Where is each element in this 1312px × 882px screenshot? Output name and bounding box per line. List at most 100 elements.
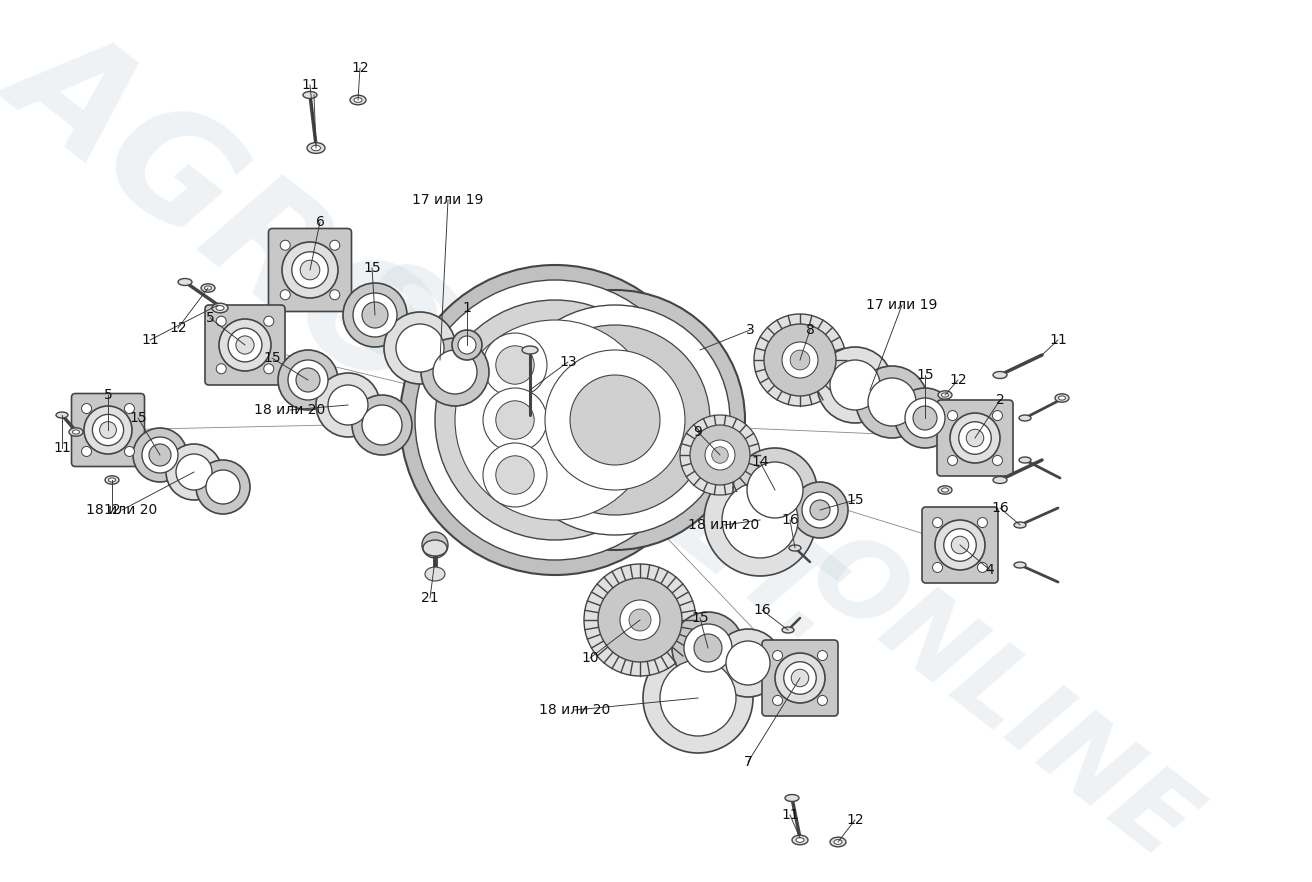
Text: 18 или 20: 18 или 20 [87, 503, 157, 517]
Ellipse shape [942, 488, 949, 492]
Ellipse shape [711, 447, 728, 463]
Ellipse shape [400, 265, 710, 575]
Ellipse shape [1019, 457, 1031, 463]
Text: AGRO-: AGRO- [0, 0, 516, 460]
Ellipse shape [791, 669, 808, 687]
Ellipse shape [483, 388, 547, 452]
Ellipse shape [307, 143, 325, 153]
Text: 15: 15 [691, 611, 708, 625]
Ellipse shape [352, 395, 412, 455]
Ellipse shape [690, 425, 750, 485]
Ellipse shape [1019, 415, 1031, 421]
Ellipse shape [316, 373, 380, 437]
Ellipse shape [213, 303, 228, 313]
Ellipse shape [855, 366, 928, 438]
Ellipse shape [796, 838, 804, 842]
FancyBboxPatch shape [762, 640, 838, 716]
Polygon shape [425, 280, 635, 560]
Ellipse shape [216, 317, 226, 326]
Ellipse shape [201, 284, 215, 292]
Ellipse shape [789, 545, 802, 551]
Ellipse shape [236, 336, 255, 354]
Ellipse shape [869, 378, 916, 426]
Ellipse shape [291, 251, 328, 288]
Ellipse shape [935, 520, 985, 570]
Text: 15: 15 [363, 261, 380, 275]
Ellipse shape [72, 430, 80, 434]
Ellipse shape [485, 290, 745, 550]
Text: 12: 12 [949, 373, 967, 387]
Text: 9: 9 [694, 425, 702, 439]
Ellipse shape [455, 320, 655, 520]
Ellipse shape [281, 240, 290, 250]
Ellipse shape [483, 333, 547, 397]
Ellipse shape [993, 371, 1008, 378]
Ellipse shape [817, 347, 893, 423]
Text: 18 или 20: 18 или 20 [255, 403, 325, 417]
Text: 17 или 19: 17 или 19 [412, 193, 484, 207]
Text: 5: 5 [104, 388, 113, 402]
Ellipse shape [959, 422, 992, 454]
Text: ONLINE: ONLINE [787, 518, 1212, 882]
Ellipse shape [167, 444, 222, 500]
Ellipse shape [421, 338, 489, 406]
Ellipse shape [496, 346, 534, 385]
Ellipse shape [354, 98, 362, 102]
Ellipse shape [483, 443, 547, 507]
Ellipse shape [950, 413, 1000, 463]
Ellipse shape [584, 564, 695, 676]
Text: 5: 5 [206, 311, 214, 325]
Ellipse shape [544, 350, 685, 490]
Ellipse shape [933, 563, 942, 572]
Ellipse shape [522, 346, 538, 354]
Ellipse shape [206, 470, 240, 504]
Ellipse shape [943, 528, 976, 561]
Text: 16: 16 [991, 501, 1009, 515]
Ellipse shape [938, 391, 953, 400]
Ellipse shape [125, 404, 134, 414]
Text: 11: 11 [52, 441, 71, 455]
FancyBboxPatch shape [71, 393, 144, 467]
Ellipse shape [680, 415, 760, 495]
Ellipse shape [205, 286, 211, 290]
Ellipse shape [70, 428, 83, 437]
Ellipse shape [362, 405, 401, 445]
Text: 8: 8 [806, 323, 815, 337]
Ellipse shape [453, 330, 482, 360]
Text: 15: 15 [846, 493, 863, 507]
Ellipse shape [289, 360, 328, 400]
Ellipse shape [142, 437, 178, 473]
Text: GET.: GET. [573, 407, 867, 672]
Ellipse shape [216, 305, 224, 310]
Ellipse shape [792, 482, 848, 538]
Text: 12: 12 [352, 61, 369, 75]
Text: 11: 11 [142, 333, 159, 347]
Ellipse shape [895, 388, 955, 448]
Ellipse shape [733, 448, 817, 532]
Ellipse shape [1014, 562, 1026, 568]
Text: 15: 15 [916, 368, 934, 382]
Ellipse shape [362, 302, 388, 328]
FancyBboxPatch shape [205, 305, 285, 385]
Ellipse shape [966, 430, 984, 447]
Ellipse shape [672, 612, 744, 684]
Ellipse shape [178, 279, 192, 286]
Ellipse shape [415, 280, 695, 560]
Text: 16: 16 [753, 603, 771, 617]
Text: 12: 12 [104, 503, 121, 517]
Ellipse shape [425, 567, 445, 581]
Ellipse shape [764, 324, 836, 396]
Ellipse shape [311, 146, 320, 151]
Ellipse shape [782, 342, 817, 378]
Ellipse shape [992, 455, 1002, 466]
Ellipse shape [353, 293, 398, 337]
Ellipse shape [913, 406, 937, 430]
Text: 11: 11 [781, 808, 799, 822]
Ellipse shape [938, 486, 953, 494]
Ellipse shape [1059, 396, 1065, 400]
Ellipse shape [278, 350, 338, 410]
Ellipse shape [281, 290, 290, 300]
Ellipse shape [754, 314, 846, 406]
Ellipse shape [992, 410, 1002, 421]
Ellipse shape [329, 240, 340, 250]
